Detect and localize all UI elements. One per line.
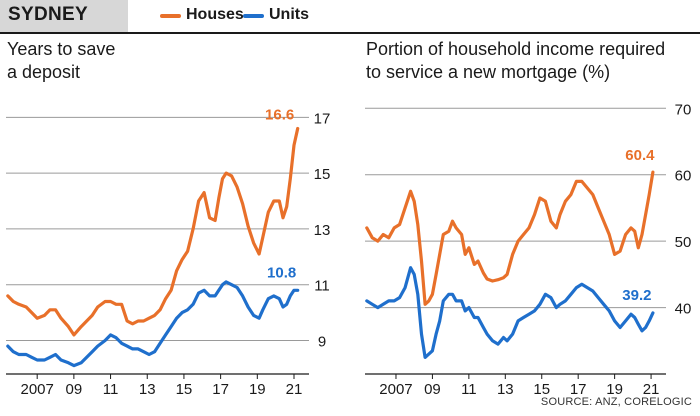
- end-label-mortgage-units: 39.2: [622, 287, 651, 304]
- y-tick-label-mortgage-40: 40: [675, 301, 692, 318]
- legend-label-units: Units: [269, 6, 309, 23]
- series-line-deposit-houses: [6, 126, 300, 337]
- y-tick-label-mortgage-50: 50: [675, 234, 692, 251]
- x-tick-label-deposit-21: 21: [286, 381, 303, 398]
- y-tick-label-deposit-13: 13: [314, 222, 331, 239]
- end-label-mortgage-houses: 60.4: [625, 147, 655, 164]
- legend-swatch-units: [243, 14, 264, 18]
- chart-mortgage: 40 50 60 70 2007 09 11 13 15 17 19 21 60.4 39.2: [365, 101, 691, 398]
- x-tick-label-mortgage-17: 17: [570, 381, 587, 398]
- x-tick-label-deposit-19: 19: [249, 381, 266, 398]
- x-tick-label-deposit-09: 09: [66, 381, 83, 398]
- x-tick-label-mortgage-09: 09: [424, 381, 441, 398]
- y-tick-label-mortgage-60: 60: [675, 168, 692, 185]
- x-tick-label-deposit-13: 13: [139, 381, 156, 398]
- chart-title-mortgage-line-2: to service a new mortgage (%): [366, 62, 611, 82]
- chart-deposit: 9 11 13 15 17 2007 09 11 13 15 17 19 21 16.6 10.8: [6, 106, 330, 398]
- header: SYDNEY Houses Units: [0, 0, 700, 32]
- x-tick-label-deposit-11: 11: [103, 381, 119, 398]
- source-note: SOURCE: ANZ, CORELOGIC: [540, 396, 692, 408]
- region-title: SYDNEY: [8, 4, 88, 25]
- y-tick-label-mortgage-70: 70: [675, 101, 692, 118]
- legend-swatch-houses: [160, 14, 181, 18]
- chart-title-mortgage: Portion of household income required to …: [366, 38, 665, 84]
- y-tick-label-deposit-17: 17: [314, 110, 331, 127]
- series-line-mortgage-units: [365, 266, 655, 359]
- region-bar: SYDNEY: [0, 0, 128, 32]
- chart-title-deposit-line-1: Years to save: [7, 39, 116, 59]
- chart-title-deposit: Years to save a deposit: [7, 38, 115, 84]
- x-tick-label-mortgage-13: 13: [497, 381, 514, 398]
- y-tick-label-deposit-9: 9: [318, 334, 326, 351]
- series-line-deposit-units: [6, 280, 300, 368]
- x-tick-label-mortgage-19: 19: [606, 381, 623, 398]
- series-line-mortgage-houses: [365, 170, 655, 306]
- y-tick-label-deposit-11: 11: [314, 278, 330, 295]
- end-label-deposit-houses: 16.6: [265, 106, 294, 123]
- x-tick-label-mortgage-21: 21: [643, 381, 660, 398]
- legend-label-houses: Houses: [186, 6, 244, 23]
- x-tick-label-deposit-15: 15: [176, 381, 193, 398]
- chart-title-deposit-line-2: a deposit: [7, 62, 81, 82]
- x-tick-label-deposit-2007: 2007: [20, 381, 53, 398]
- y-tick-label-deposit-15: 15: [314, 166, 331, 183]
- chart-title-mortgage-line-1: Portion of household income required: [366, 39, 666, 59]
- x-tick-label-mortgage-15: 15: [533, 381, 550, 398]
- x-tick-label-deposit-17: 17: [212, 381, 229, 398]
- header-rule: [0, 32, 700, 34]
- x-tick-label-mortgage-11: 11: [461, 381, 477, 398]
- end-label-deposit-units: 10.8: [267, 264, 296, 281]
- x-tick-label-mortgage-2007: 2007: [379, 381, 412, 398]
